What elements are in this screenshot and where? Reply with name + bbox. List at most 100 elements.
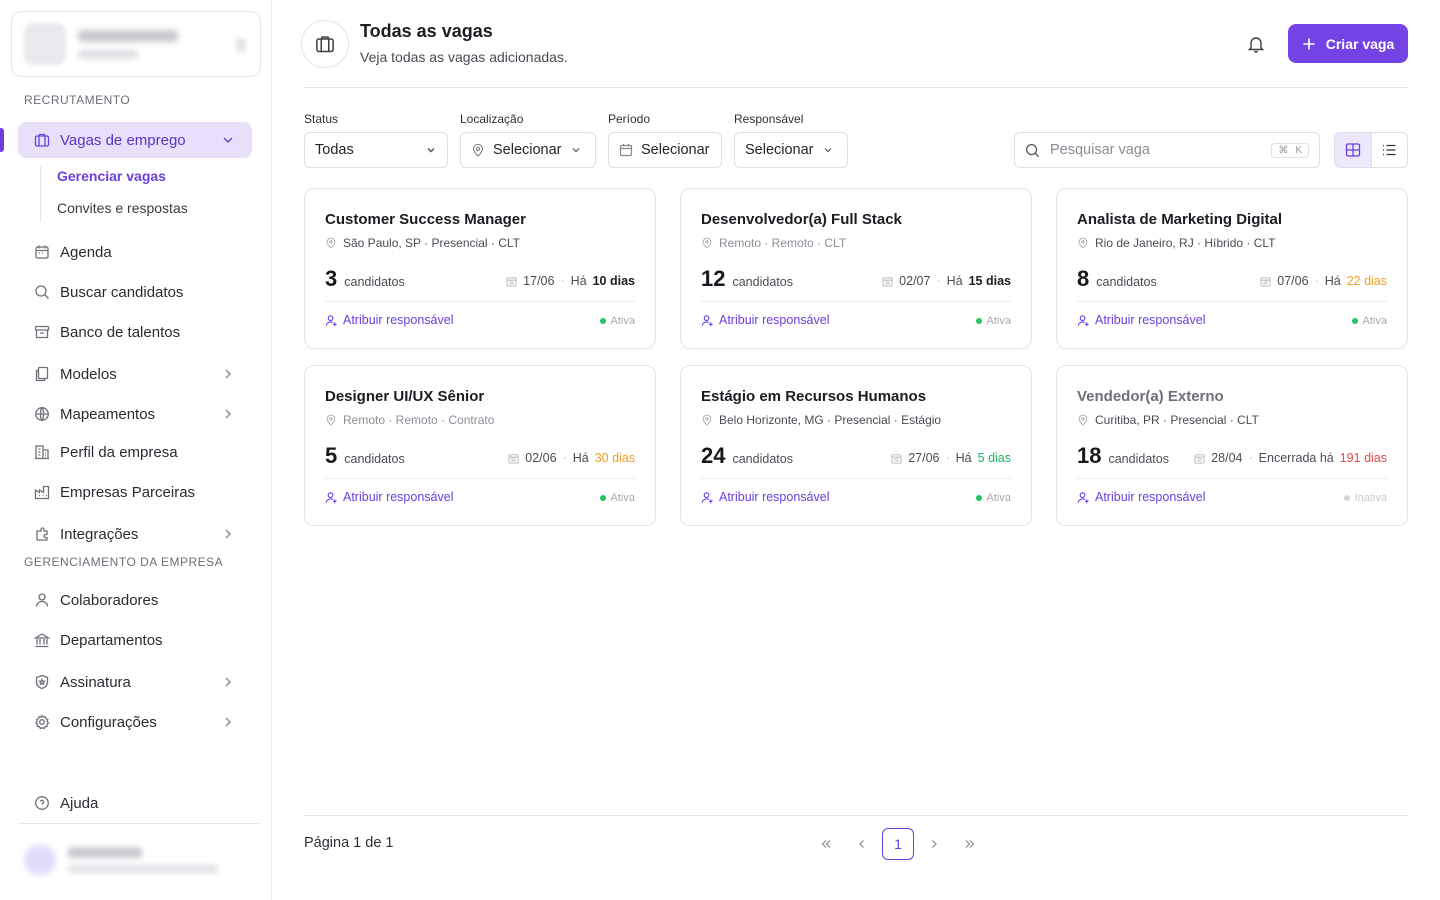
assign-owner-link[interactable]: Atribuir responsável <box>1077 313 1205 327</box>
job-card[interactable]: Analista de Marketing Digital Rio de Jane… <box>1056 188 1408 349</box>
status-dot <box>975 495 982 501</box>
command-key-icon: ⌘ <box>1278 144 1289 156</box>
chevron-updown-icon <box>236 38 246 52</box>
job-title[interactable]: Designer UI/UX Sênior <box>325 388 485 405</box>
job-title[interactable]: Estágio em Recursos Humanos <box>701 388 927 405</box>
organization-switcher[interactable] <box>11 11 261 77</box>
status-badge: Ativa <box>599 315 635 327</box>
job-card[interactable]: Estágio em Recursos Humanos Belo Horizont… <box>680 365 1032 526</box>
calendar-icon <box>891 453 902 464</box>
search-input[interactable] <box>1050 142 1262 158</box>
first-page-button[interactable] <box>810 828 842 860</box>
sidebar-item-empresas-parceiras[interactable]: Empresas Parceiras <box>18 474 252 510</box>
job-age-prefix: Há <box>572 451 589 465</box>
job-date: 27/06 <box>908 451 940 465</box>
job-card[interactable]: Designer UI/UX Sênior Remoto · Remoto · C… <box>304 365 656 526</box>
sidebar-item-mapeamentos[interactable]: Mapeamentos <box>18 396 252 432</box>
status-badge: Inativa <box>1343 492 1387 504</box>
sidebar-item-vagas[interactable]: Vagas de emprego <box>18 122 252 158</box>
sidebar-item-ajuda[interactable]: Ajuda <box>18 785 252 821</box>
job-meta: 17/06 · Há 10 dias <box>506 274 635 288</box>
sidebar-item-buscar-candidatos[interactable]: Buscar candidatos <box>18 274 252 310</box>
sidebar-item-integracoes[interactable]: Integrações <box>18 516 252 552</box>
sidebar-item-label: Mapeamentos <box>60 405 156 423</box>
job-age: 5 dias <box>977 451 1011 465</box>
job-card[interactable]: Desenvolvedor(a) Full Stack Remoto · Remo… <box>680 188 1032 349</box>
job-age-prefix: Há <box>1324 274 1341 288</box>
period-filter-label: Período <box>608 112 651 126</box>
sidebar-item-perfil-empresa[interactable]: Perfil da empresa <box>18 434 252 470</box>
job-location: Belo Horizonte, MG · Presencial · Estági… <box>701 413 941 427</box>
sidebar-item-assinatura[interactable]: Assinatura <box>18 664 252 700</box>
owner-select[interactable]: Selecionar <box>734 132 848 168</box>
sidebar-item-modelos[interactable]: Modelos <box>18 356 252 392</box>
page-1-button[interactable]: 1 <box>882 828 914 860</box>
next-page-button[interactable] <box>918 828 950 860</box>
map-pin-icon <box>325 414 337 426</box>
chevron-right-icon <box>932 840 937 848</box>
assign-owner-link[interactable]: Atribuir responsável <box>325 313 453 327</box>
job-card[interactable]: Customer Success Manager São Paulo, SP · … <box>304 188 656 349</box>
grid-view-button[interactable] <box>1335 133 1372 167</box>
search-icon <box>34 284 50 300</box>
grid-icon <box>1345 143 1360 157</box>
period-picker[interactable]: Selecionar <box>608 132 722 168</box>
last-page-button[interactable] <box>954 828 986 860</box>
bell-icon[interactable] <box>1245 33 1267 55</box>
user-icon <box>34 592 50 608</box>
job-card[interactable]: Vendedor(a) Externo Curitiba, PR · Presen… <box>1056 365 1408 526</box>
page-subtitle: Veja todas as vagas adicionadas. <box>360 49 568 65</box>
map-pin-icon <box>325 237 337 249</box>
location-select[interactable]: Selecionar <box>460 132 596 168</box>
job-location-text: São Paulo, SP · Presencial · CLT <box>343 236 520 250</box>
job-date: 17/06 <box>523 274 555 288</box>
candidate-count-number: 3 <box>325 266 338 291</box>
bank-icon <box>34 632 50 648</box>
candidate-count-label: candidatos <box>1108 452 1169 466</box>
candidate-count: 18 candidatos <box>1077 443 1169 469</box>
job-location-text: Curitiba, PR · Presencial · CLT <box>1095 413 1259 427</box>
sidebar-item-colaboradores[interactable]: Colaboradores <box>18 582 252 618</box>
status-select[interactable]: Todas <box>304 132 448 168</box>
user-menu[interactable] <box>18 836 260 884</box>
create-job-button[interactable]: Criar vaga <box>1288 24 1408 63</box>
sidebar-item-agenda[interactable]: Agenda <box>18 234 252 270</box>
user-plus-icon <box>1077 491 1090 504</box>
archive-icon <box>34 324 50 340</box>
job-date: 02/07 <box>899 274 931 288</box>
candidate-count: 8 candidatos <box>1077 266 1157 292</box>
job-age: 22 dias <box>1346 274 1387 288</box>
job-title[interactable]: Analista de Marketing Digital <box>1077 211 1283 228</box>
status-label: Inativa <box>1354 492 1387 504</box>
assign-owner-link[interactable]: Atribuir responsável <box>1077 490 1205 504</box>
previous-page-button[interactable] <box>846 828 878 860</box>
job-title[interactable]: Desenvolvedor(a) Full Stack <box>701 211 902 228</box>
submenu-line <box>40 166 41 222</box>
sidebar-item-departamentos[interactable]: Departamentos <box>18 622 252 658</box>
status-filter-label: Status <box>304 112 339 126</box>
assign-owner-link[interactable]: Atribuir responsável <box>701 490 829 504</box>
period-picker-value: Selecionar <box>641 142 710 158</box>
status-badge: Ativa <box>1351 315 1387 327</box>
chevron-right-icon <box>220 406 236 422</box>
sidebar-subitem-convites[interactable]: Convites e respostas <box>57 200 188 216</box>
job-age-prefix: Há <box>570 274 587 288</box>
job-title[interactable]: Vendedor(a) Externo <box>1077 388 1224 405</box>
assign-owner-link[interactable]: Atribuir responsável <box>325 490 453 504</box>
candidate-count-number: 5 <box>325 443 338 468</box>
job-location-text: Belo Horizonte, MG · Presencial · Estági… <box>719 413 942 427</box>
search-field[interactable]: ⌘K <box>1014 132 1320 168</box>
sidebar-subitem-gerenciar-vagas[interactable]: Gerenciar vagas <box>57 168 166 184</box>
plug-icon <box>34 526 50 542</box>
assign-owner-link[interactable]: Atribuir responsável <box>701 313 829 327</box>
job-title[interactable]: Customer Success Manager <box>325 211 526 228</box>
sidebar-item-configuracoes[interactable]: Configurações <box>18 704 252 740</box>
sidebar-item-label: Departamentos <box>60 631 163 649</box>
list-view-button[interactable] <box>1372 133 1408 167</box>
card-divider <box>325 301 635 302</box>
avatar <box>24 844 56 876</box>
calendar-icon <box>1260 276 1271 287</box>
sidebar-divider <box>18 823 260 824</box>
sidebar-item-banco-talentos[interactable]: Banco de talentos <box>18 314 252 350</box>
help-circle-icon <box>34 795 50 811</box>
